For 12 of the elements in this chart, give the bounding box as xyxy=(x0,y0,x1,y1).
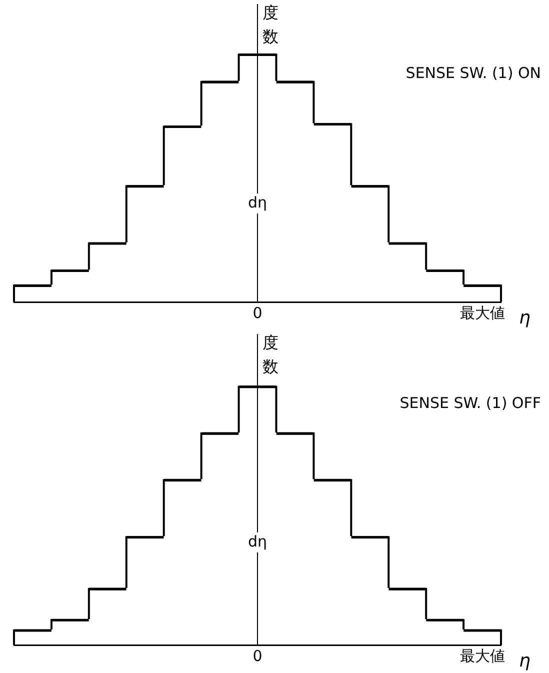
y-axis-title: 度数 xyxy=(262,333,278,376)
annotation: SENSE SW. (1) OFF xyxy=(400,394,541,412)
annotation: SENSE SW. (1) ON xyxy=(406,64,541,82)
annotation: dη xyxy=(248,194,268,212)
x-axis-title: η xyxy=(519,650,530,672)
x-axis-title: η xyxy=(519,308,530,329)
y-axis-title: 度数 xyxy=(262,3,278,46)
x-tick-label: 0 xyxy=(252,304,262,322)
x-tick-label: 0 xyxy=(252,646,262,665)
x-tick-label: 最大値 xyxy=(460,646,505,665)
annotation: dη xyxy=(248,532,268,550)
x-tick-label: 最大値 xyxy=(460,304,505,322)
